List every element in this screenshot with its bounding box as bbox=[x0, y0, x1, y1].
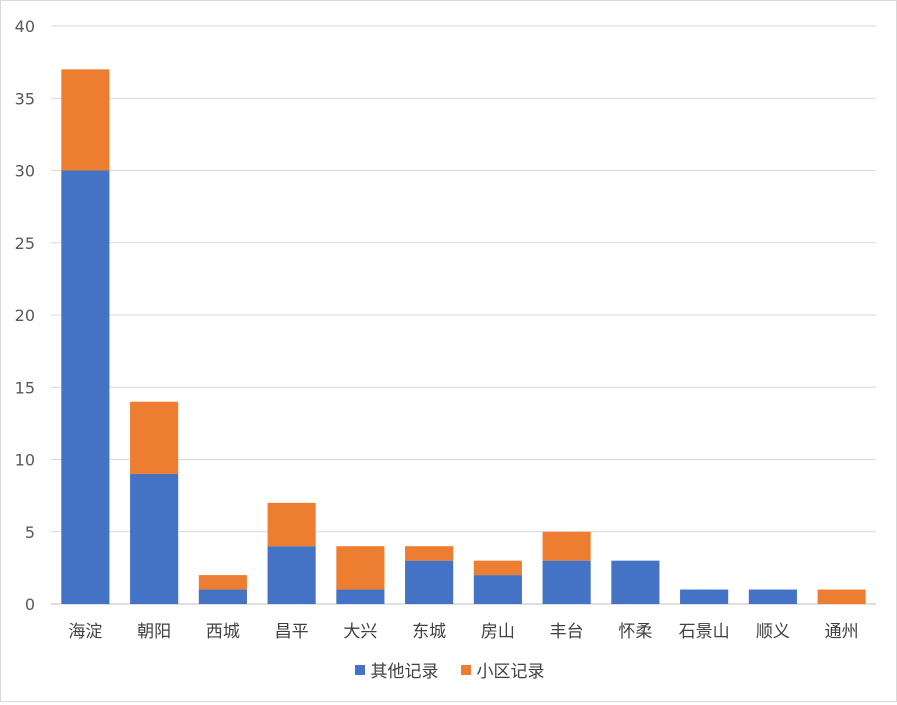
legend-label-series-0: 其他记录 bbox=[370, 662, 439, 682]
bar-西城-series-0 bbox=[198, 589, 247, 604]
bar-东城-series-1 bbox=[405, 546, 454, 561]
bar-昌平-series-0 bbox=[267, 546, 316, 604]
x-tick-label: 怀柔 bbox=[618, 622, 652, 642]
x-tick-label: 东城 bbox=[412, 622, 446, 642]
bar-顺义-series-0 bbox=[748, 589, 797, 604]
y-tick-label: 25 bbox=[15, 234, 35, 253]
bar-海淀-series-0 bbox=[61, 170, 110, 604]
x-tick-label: 海淀 bbox=[68, 622, 102, 642]
bar-房山-series-1 bbox=[473, 560, 522, 576]
legend-swatch-series-0 bbox=[354, 664, 365, 675]
x-tick-label: 顺义 bbox=[756, 622, 790, 642]
x-tick-label: 昌平 bbox=[275, 622, 309, 642]
legend-label-series-1: 小区记录 bbox=[476, 662, 545, 682]
bar-朝阳-series-0 bbox=[130, 473, 179, 604]
y-tick-label: 5 bbox=[25, 523, 35, 542]
bar-丰台-series-1 bbox=[542, 531, 591, 561]
bar-昌平-series-1 bbox=[267, 502, 316, 547]
legend-item-series-1: 小区记录 bbox=[460, 657, 545, 682]
bar-怀柔-series-0 bbox=[611, 560, 660, 604]
legend: 其他记录 小区记录 bbox=[1, 657, 897, 682]
bar-朝阳-series-1 bbox=[130, 401, 179, 474]
x-tick-label: 朝阳 bbox=[137, 622, 171, 642]
x-tick-label: 西城 bbox=[206, 622, 240, 642]
bar-石景山-series-0 bbox=[680, 589, 729, 604]
bar-海淀-series-1 bbox=[61, 69, 110, 171]
bar-西城-series-1 bbox=[198, 575, 247, 590]
y-tick-label: 0 bbox=[25, 595, 35, 614]
bar-丰台-series-0 bbox=[542, 560, 591, 604]
y-tick-label: 15 bbox=[15, 378, 35, 397]
y-tick-label: 10 bbox=[15, 451, 35, 470]
x-tick-label: 石景山 bbox=[679, 622, 730, 642]
bar-大兴-series-0 bbox=[336, 589, 385, 604]
legend-item-series-0: 其他记录 bbox=[354, 657, 439, 682]
y-tick-label: 20 bbox=[15, 306, 35, 325]
x-tick-label: 大兴 bbox=[343, 622, 377, 642]
bar-通州-series-1 bbox=[817, 589, 866, 604]
y-tick-label: 30 bbox=[15, 162, 35, 181]
x-tick-label: 房山 bbox=[481, 622, 515, 642]
y-tick-label: 35 bbox=[15, 89, 35, 108]
x-tick-label: 通州 bbox=[825, 622, 859, 642]
legend-swatch-series-1 bbox=[460, 664, 471, 675]
bar-东城-series-0 bbox=[405, 560, 454, 604]
x-tick-label: 丰台 bbox=[550, 622, 584, 642]
y-tick-label: 40 bbox=[15, 17, 35, 36]
bar-大兴-series-1 bbox=[336, 546, 385, 590]
bar-房山-series-0 bbox=[473, 575, 522, 604]
